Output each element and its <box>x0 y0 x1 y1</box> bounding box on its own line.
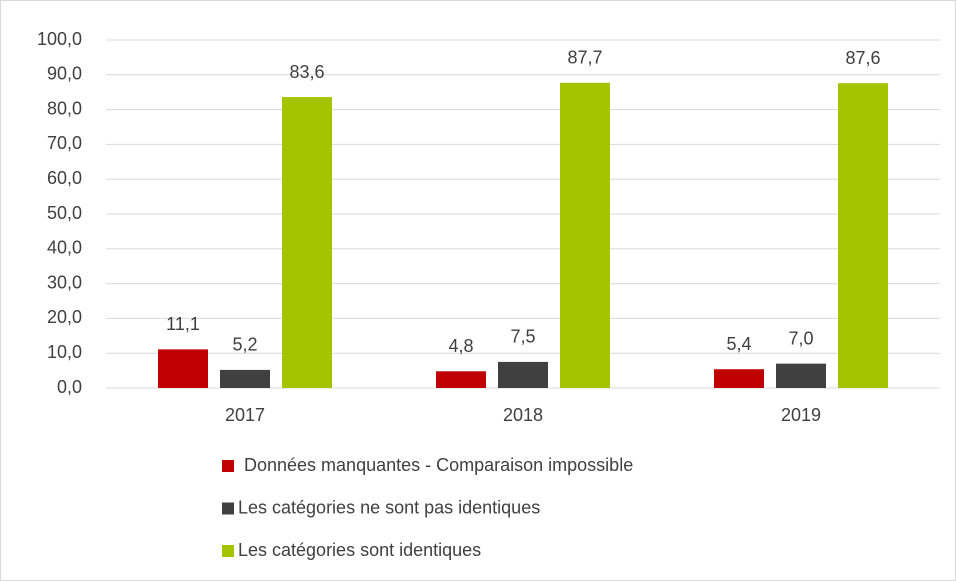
value-label: 83,6 <box>289 62 324 82</box>
y-tick-label: 40,0 <box>47 238 82 258</box>
y-tick-label: 0,0 <box>57 377 82 397</box>
bar <box>220 369 270 388</box>
value-label: 7,0 <box>788 328 813 348</box>
bar <box>838 83 888 388</box>
y-tick-label: 60,0 <box>47 168 82 188</box>
y-tick-label: 10,0 <box>47 342 82 362</box>
value-label: 87,6 <box>845 48 880 68</box>
bar <box>498 361 548 388</box>
y-tick-label: 30,0 <box>47 272 82 292</box>
bar <box>158 349 208 388</box>
legend-swatch <box>222 502 234 515</box>
bar <box>560 82 610 388</box>
value-label: 5,2 <box>232 335 257 355</box>
bar <box>714 369 764 388</box>
x-tick-label: 2017 <box>225 405 265 425</box>
bar <box>776 363 826 388</box>
legend-label: Les catégories ne sont pas identiques <box>238 497 540 517</box>
bar <box>436 371 486 388</box>
y-tick-label: 80,0 <box>47 98 82 118</box>
value-label: 4,8 <box>448 336 473 356</box>
value-label: 5,4 <box>726 334 751 354</box>
value-label: 7,5 <box>510 327 535 347</box>
legend-label: Données manquantes - Comparaison impossi… <box>244 455 633 475</box>
y-tick-label: 20,0 <box>47 307 82 327</box>
legend-label: Les catégories sont identiques <box>238 540 481 560</box>
x-tick-label: 2019 <box>781 405 821 425</box>
y-tick-label: 70,0 <box>47 133 82 153</box>
value-label: 87,7 <box>567 48 602 68</box>
value-label: 11,1 <box>166 314 200 334</box>
y-tick-label: 50,0 <box>47 203 82 223</box>
y-tick-label: 100,0 <box>37 29 82 49</box>
bar <box>282 97 332 389</box>
legend-swatch <box>222 545 234 557</box>
y-tick-label: 90,0 <box>47 64 82 84</box>
x-tick-label: 2018 <box>503 405 543 425</box>
legend-swatch <box>222 460 234 472</box>
